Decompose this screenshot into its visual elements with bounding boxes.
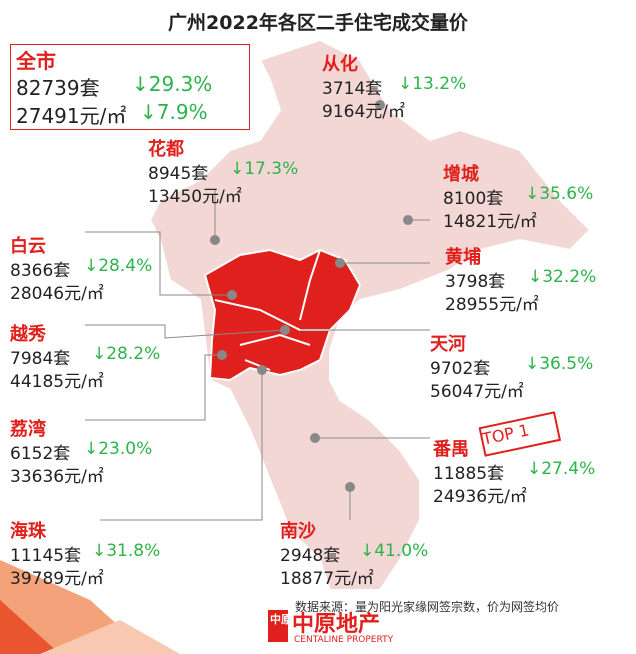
logo: 中原地产 [292, 612, 381, 637]
title: 广州2022年各区二手住宅成交量价 [168, 12, 468, 34]
district-change: ↓35.6% [525, 184, 594, 204]
district-price: 28955元/㎡ [445, 295, 539, 315]
district-name: 越秀 [10, 324, 46, 345]
district-change: ↓28.2% [92, 344, 161, 364]
district-price: 44185元/㎡ [10, 372, 104, 392]
district-price: 33636元/㎡ [10, 467, 104, 487]
district-change: ↓28.4% [84, 256, 153, 276]
district-name: 黄埔 [445, 247, 481, 268]
source: 数据来源：量为阳光家缘网签宗数，价为网签均价 [295, 600, 560, 614]
top-stamp [478, 411, 562, 457]
district-price: 9164元/㎡ [322, 102, 405, 122]
total-volume: 82739套 [16, 76, 100, 100]
region [148, 38, 592, 591]
district-price: 14821元/㎡ [443, 212, 537, 232]
district-volume: 3798套 [445, 272, 506, 292]
logo-mark [268, 610, 288, 642]
district-name: 荔湾 [10, 419, 46, 440]
district-change: ↓36.5% [525, 354, 594, 374]
district-volume: 11145套 [10, 546, 82, 566]
decor [0, 600, 60, 654]
district-price: 24936元/㎡ [433, 487, 527, 507]
district-price: 18877元/㎡ [280, 569, 374, 589]
district-price: 56047元/㎡ [430, 382, 524, 402]
district-volume: 11885套 [433, 464, 505, 484]
district-change: ↓31.8% [92, 541, 161, 561]
district-change: ↓41.0% [360, 541, 429, 561]
decor [40, 620, 180, 654]
total-name: 全市 [16, 49, 56, 73]
district-volume: 7984套 [10, 349, 71, 369]
district-volume: 8945套 [148, 164, 209, 184]
district-change: ↓23.0% [84, 439, 153, 459]
district-change: ↓17.3% [230, 159, 299, 179]
district-name: 番禺 [433, 439, 469, 460]
location-dots [210, 100, 413, 492]
district-name: 从化 [322, 54, 358, 75]
district-volume: 6152套 [10, 444, 71, 464]
district-change: ↓32.2% [528, 267, 597, 287]
connectors [85, 190, 430, 521]
district-volume: 8366套 [10, 261, 71, 281]
district-price: 28046元/㎡ [10, 284, 104, 304]
district-name: 增城 [443, 164, 479, 185]
district-volume: 8100套 [443, 189, 504, 209]
district-price: 13450元/㎡ [148, 187, 242, 207]
district-volume: 2948套 [280, 546, 341, 566]
district-name: 花都 [148, 139, 184, 160]
district-name: 天河 [430, 334, 466, 355]
total-price: 27491元/㎡ [16, 104, 127, 128]
district-name: 南沙 [280, 521, 316, 542]
district-price: 39789元/㎡ [10, 569, 104, 589]
district-change: ↓27.4% [527, 459, 596, 479]
district-volume: 3714套 [322, 79, 383, 99]
logo-sub: CENTALINE PROPERTY [294, 635, 394, 645]
district-name: 白云 [10, 236, 46, 257]
total-box [10, 44, 250, 130]
total-price-change: ↓7.9% [140, 100, 208, 124]
border [214, 249, 330, 371]
total-volume-change: ↓29.3% [132, 72, 213, 96]
logo-mark-text: 中原 [270, 613, 292, 626]
district-change: ↓13.2% [398, 74, 467, 94]
district-name: 海珠 [10, 521, 46, 542]
core-districts [203, 248, 362, 382]
district-volume: 9702套 [430, 359, 491, 379]
